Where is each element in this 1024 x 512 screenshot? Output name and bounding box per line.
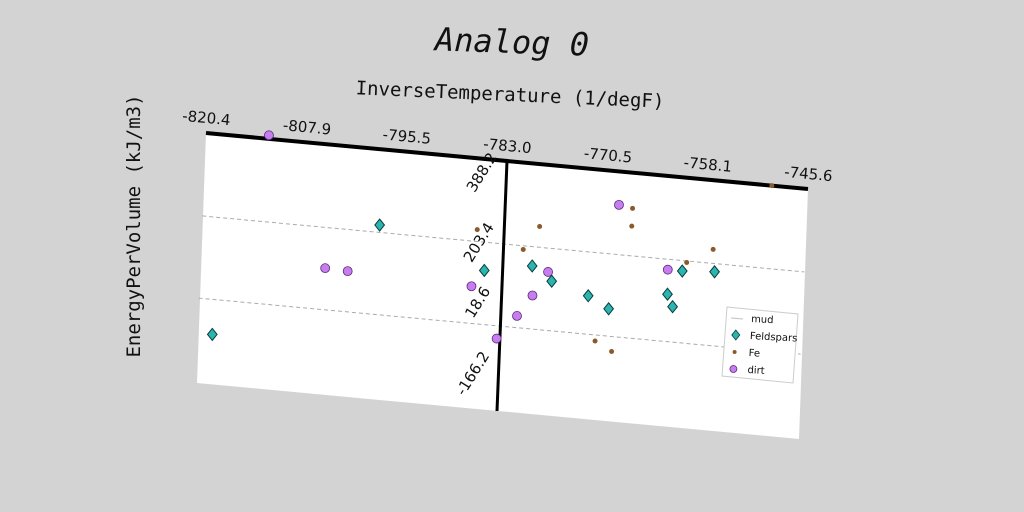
y-axis-line [495,160,509,412]
point-fe [769,183,775,189]
legend-marker-mud [730,317,744,320]
legend: mud Feldspars Fe dirt [721,306,799,384]
x-tick-label: -783.0 [483,135,533,157]
legend-label: mud [751,314,774,326]
point-feldspars [206,327,218,342]
point-feldspars [582,288,594,303]
x-tick-label: -758.1 [683,153,733,175]
point-dirt [466,281,477,292]
point-fe [630,205,636,211]
legend-marker-dirt [729,365,738,373]
point-dirt [512,311,522,321]
point-feldspars [526,259,538,273]
point-feldspars [603,302,615,316]
x-tick-label: -745.6 [784,163,834,185]
legend-label: Feldspars [750,331,798,344]
point-dirt [527,290,538,301]
point-feldspars [374,218,386,232]
point-fe [710,246,716,252]
point-dirt [320,263,331,274]
point-fe [474,227,480,233]
x-tick-label: -795.5 [382,125,432,147]
legend-marker-fe [732,350,737,354]
x-tick-label: -820.4 [182,107,232,129]
legend-marker-feldspars [731,329,741,341]
point-fe [592,338,598,344]
point-dirt [662,264,673,275]
point-feldspars [676,264,688,278]
x-tick-label: -807.9 [282,116,332,138]
point-fe [629,223,635,229]
point-fe [684,260,690,266]
legend-label: dirt [747,365,765,377]
x-tick-label: -770.5 [583,144,633,166]
legend-label: Fe [748,348,760,360]
point-feldspars [478,263,490,278]
point-dirt [491,333,502,344]
point-fe [520,247,526,253]
point-feldspars [667,299,679,314]
point-feldspars [546,274,558,288]
point-feldspars [709,265,721,279]
point-feldspars [662,287,673,302]
point-dirt [342,266,353,277]
point-dirt [543,267,553,277]
point-fe [609,348,615,354]
point-fe [537,224,543,230]
point-dirt [614,199,624,210]
point-dirt [264,130,274,141]
legend-box [721,306,799,384]
